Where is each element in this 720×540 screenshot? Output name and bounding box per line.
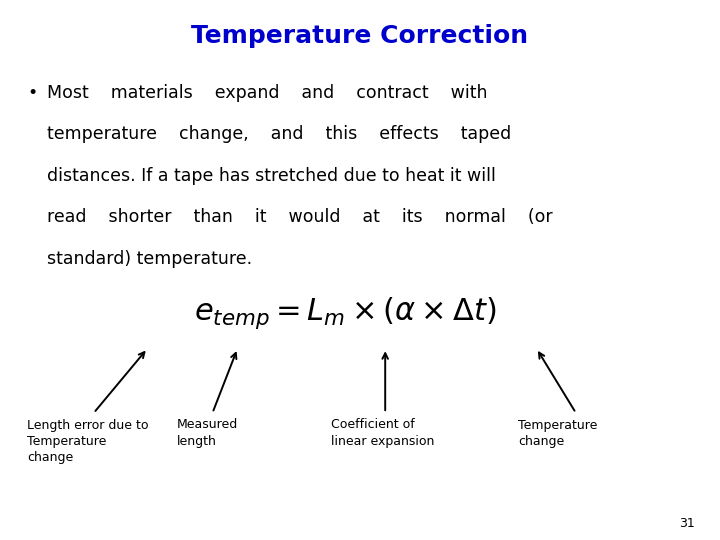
Text: temperature    change,    and    this    effects    taped: temperature change, and this effects tap… xyxy=(47,125,511,143)
Text: $e_{temp} = L_m \times (\alpha \times \Delta t)$: $e_{temp} = L_m \times (\alpha \times \D… xyxy=(194,295,497,331)
Text: read    shorter    than    it    would    at    its    normal    (or: read shorter than it would at its normal… xyxy=(47,208,552,226)
Text: Temperature
change: Temperature change xyxy=(518,418,598,448)
Text: Most    materials    expand    and    contract    with: Most materials expand and contract with xyxy=(47,84,487,102)
Text: distances. If a tape has stretched due to heat it will: distances. If a tape has stretched due t… xyxy=(47,167,495,185)
Text: Coefficient of
linear expansion: Coefficient of linear expansion xyxy=(331,418,435,448)
Text: •: • xyxy=(27,84,37,102)
Text: Length error due to
Temperature
change: Length error due to Temperature change xyxy=(27,418,149,464)
Text: standard) temperature.: standard) temperature. xyxy=(47,250,252,268)
Text: Temperature Correction: Temperature Correction xyxy=(192,24,528,48)
Text: Measured
length: Measured length xyxy=(176,418,238,448)
Text: 31: 31 xyxy=(679,517,695,530)
